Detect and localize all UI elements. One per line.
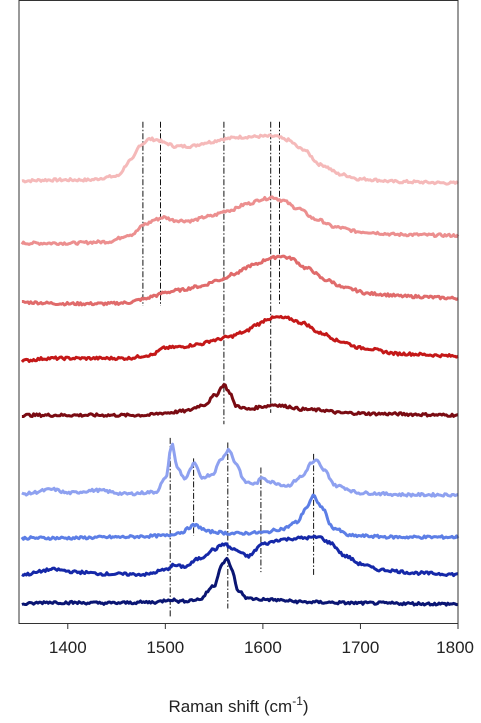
- spectrum-line-8: [21, 534, 459, 578]
- spectrum-line-9: [21, 557, 459, 607]
- x-tick-label-1400: 1400: [49, 638, 87, 657]
- x-axis-title: Raman shift (cm-1): [168, 694, 308, 716]
- spectrum-line-2: [20, 195, 460, 246]
- x-axis-title-main: Raman shift (cm: [168, 697, 292, 716]
- plot-frame: [18, 0, 459, 624]
- spectrum-line-1: [21, 133, 459, 186]
- x-axis-title-superscript: -1: [292, 694, 303, 708]
- x-tick-label-1500: 1500: [146, 638, 184, 657]
- x-tick-label-1800: 1800: [436, 638, 474, 657]
- spectrum-line-3: [21, 254, 459, 307]
- x-axis-ticks: 1400 1500 1600 1700 1800: [49, 623, 474, 657]
- spectrum-line-7: [20, 493, 460, 541]
- spectrum-line-5: [21, 383, 459, 418]
- spectra-series: [20, 133, 460, 607]
- spectrum-line-6: [21, 442, 459, 498]
- spectrum-line-4: [20, 314, 459, 363]
- x-tick-label-1600: 1600: [244, 638, 282, 657]
- x-axis-title-close: ): [303, 697, 309, 716]
- x-tick-label-1700: 1700: [342, 638, 380, 657]
- reference-lines: [142, 121, 315, 618]
